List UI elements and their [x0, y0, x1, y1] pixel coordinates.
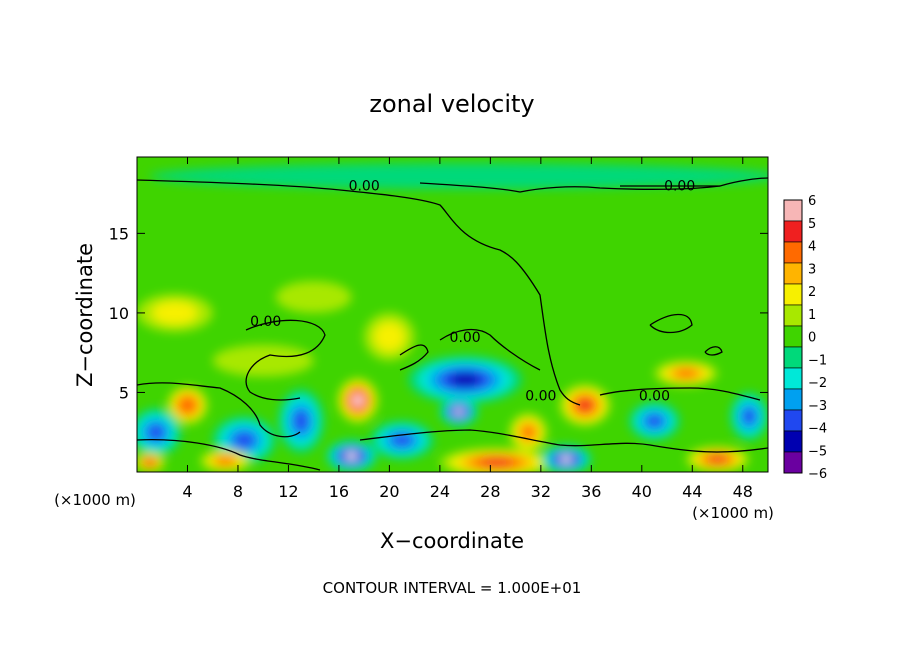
x-tick-label: 40	[632, 482, 652, 501]
field-blob	[147, 424, 165, 441]
contour-top-right	[620, 177, 768, 187]
field-blob	[145, 459, 154, 466]
x-tick-label: 28	[480, 482, 500, 501]
colorbar-swatch	[783, 388, 803, 411]
colorbar-tick-label: 5	[808, 217, 816, 232]
contour-right	[599, 313, 761, 401]
colorbar-tick-label: 4	[808, 240, 816, 255]
colorbar-swatch	[783, 262, 803, 285]
contour-label: 0.00	[639, 389, 670, 405]
field-blob	[675, 369, 697, 378]
contour-label: 0.00	[664, 179, 695, 195]
colorbar-tick-label: 3	[808, 262, 816, 277]
field-blob	[293, 410, 309, 432]
contour-blob-2	[704, 346, 723, 356]
contour-interval-note: CONTOUR INTERVAL = 1.000E+01	[323, 579, 582, 597]
colorbar-swatch	[783, 430, 803, 453]
contour-blob-1	[399, 344, 429, 371]
colorbar-swatch	[783, 283, 803, 306]
x-unit-right: (×1000 m)	[692, 504, 774, 522]
x-tick-label: 48	[733, 482, 753, 501]
field-blob	[646, 414, 663, 428]
colorbar-tick-label: −4	[808, 422, 827, 437]
contour-labels: 0.00 0.00 0.00 0.00 0.00 0.00	[250, 179, 695, 405]
field-blob	[454, 408, 464, 415]
field-blob	[345, 452, 358, 460]
field-blob	[521, 425, 535, 439]
field-blob	[449, 373, 481, 387]
y-tick-label: 15	[109, 224, 129, 243]
colorbar-tick-label: 6	[808, 194, 816, 209]
colorbar-tick-label: −1	[808, 353, 827, 368]
x-tick-label: 44	[682, 482, 702, 501]
field-blobs	[137, 163, 768, 472]
contour-lower	[137, 429, 768, 471]
x-tick-label: 12	[278, 482, 298, 501]
contour-upper-left	[245, 319, 326, 401]
contour-label: 0.00	[349, 179, 380, 195]
contour-label: 0.00	[450, 330, 481, 346]
colorbar: 6 5 4 3 2 1 0 −1 −2 −3 −4 −5 −6	[783, 194, 827, 482]
field-blob	[374, 322, 405, 352]
y-axis: 5 10 15	[109, 224, 768, 402]
field-blob	[181, 399, 193, 411]
field-blob	[742, 408, 756, 425]
colorbar-frame	[783, 199, 803, 474]
field-blob	[481, 458, 513, 467]
plot-area: 0.00 0.00 0.00 0.00 0.00 0.00	[136, 156, 769, 473]
field-blob	[275, 281, 352, 313]
field-blob	[391, 433, 413, 447]
colorbar-tick-label: −6	[808, 467, 827, 482]
colorbar-swatch	[783, 451, 803, 474]
contour-label: 0.00	[250, 314, 281, 330]
colorbar-swatch	[783, 241, 803, 264]
zero-contours	[137, 177, 768, 471]
field-blob	[578, 399, 592, 411]
colorbar-swatch	[783, 199, 803, 222]
field-blob	[152, 301, 198, 325]
x-tick-label: 4	[182, 482, 192, 501]
field-blob	[353, 395, 363, 406]
colorbar-tick-label: −5	[808, 444, 827, 459]
chart-title: zonal velocity	[369, 90, 534, 118]
x-tick-label: 32	[531, 482, 551, 501]
field-blob	[232, 351, 294, 371]
colorbar-swatch	[783, 304, 803, 327]
contour-mid	[137, 382, 301, 438]
colorbar-tick-label: 1	[808, 308, 816, 323]
field-blob	[560, 455, 572, 463]
x-tick-label: 24	[430, 482, 450, 501]
x-tick-label: 8	[233, 482, 243, 501]
colorbar-tick-label: −2	[808, 376, 827, 391]
colorbar-swatch	[783, 220, 803, 243]
field-blob	[233, 432, 255, 449]
colorbar-swatch	[783, 367, 803, 390]
field-blob	[708, 455, 727, 463]
colorbar-tick-label: 0	[808, 331, 816, 346]
plot-frame	[136, 156, 769, 473]
field-blob	[216, 457, 234, 465]
x-tick-label: 36	[581, 482, 601, 501]
colorbar-swatch	[783, 409, 803, 432]
x-axis-label: X−coordinate	[380, 529, 524, 553]
colorbar-tick-label: 2	[808, 285, 816, 300]
x-unit-left: (×1000 m)	[54, 491, 136, 509]
field-blob	[149, 163, 768, 189]
contour-top	[137, 179, 721, 406]
colorbar-tick-label: −3	[808, 399, 827, 414]
contour-center	[439, 328, 541, 371]
y-axis-label: Z−coordinate	[73, 243, 97, 387]
y-tick-label: 5	[119, 383, 129, 402]
y-tick-label: 10	[109, 304, 129, 323]
contour-label: 0.00	[525, 389, 556, 405]
x-tick-label: 20	[379, 482, 399, 501]
x-axis: 4 8 12 16 20 24 28 32 36 40 44 48	[182, 157, 753, 501]
colorbar-swatch	[783, 346, 803, 369]
colorbar-swatch	[783, 325, 803, 348]
x-tick-label: 16	[329, 482, 349, 501]
